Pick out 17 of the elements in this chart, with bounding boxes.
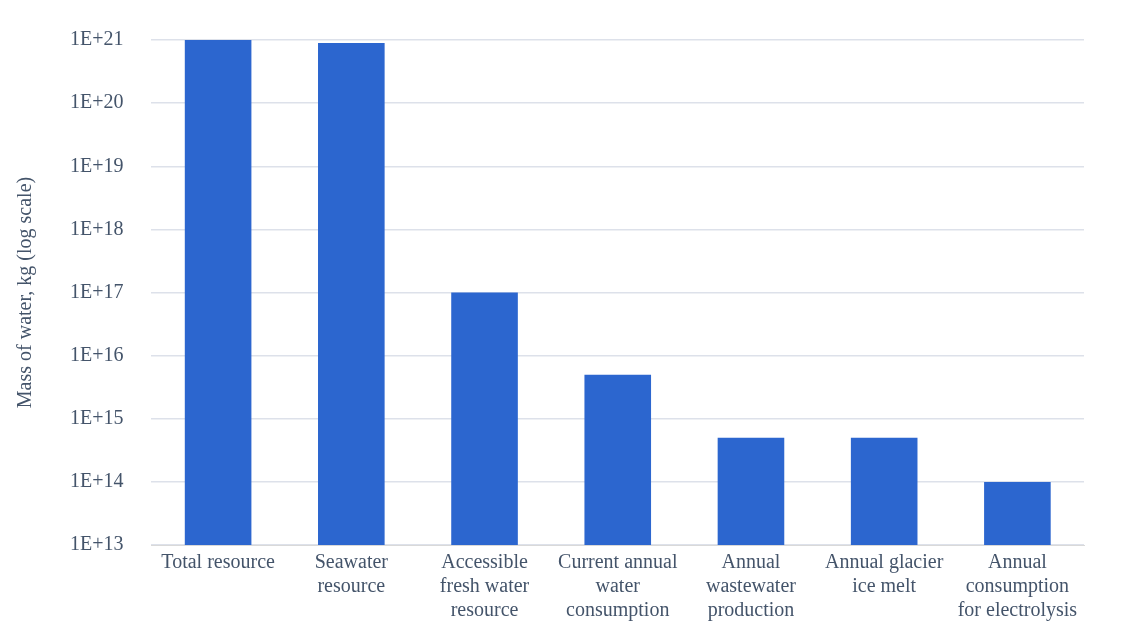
y-tick-label: 1E+15 (70, 406, 124, 428)
x-tick-label: Accessible fresh water resource (439, 550, 530, 621)
x-tick-label: Annual consumption for electrolysis (957, 550, 1078, 622)
x-tick-label: Total resource (161, 550, 275, 573)
x-tick-label: Seawater resource (314, 550, 389, 597)
y-tick-label: 1E+14 (70, 469, 124, 492)
y-axis-title: Mass of water, kg (log scale) (13, 176, 37, 409)
y-tick-label: 1E+13 (70, 532, 124, 555)
y-tick-label: 1E+16 (70, 342, 124, 365)
x-tick-label: Annual wastewater production (705, 550, 797, 622)
y-tick-label: 1E+19 (70, 153, 124, 176)
y-tick-label: 1E+18 (70, 216, 124, 239)
y-tick-label: 1E+17 (70, 279, 124, 302)
x-tick-label: Current annual water consumption (558, 550, 678, 622)
x-tick-label: Annual glacier ice melt (825, 550, 944, 597)
y-tick-label: 1E+21 (70, 27, 124, 50)
y-tick-label: 1E+20 (70, 90, 124, 113)
